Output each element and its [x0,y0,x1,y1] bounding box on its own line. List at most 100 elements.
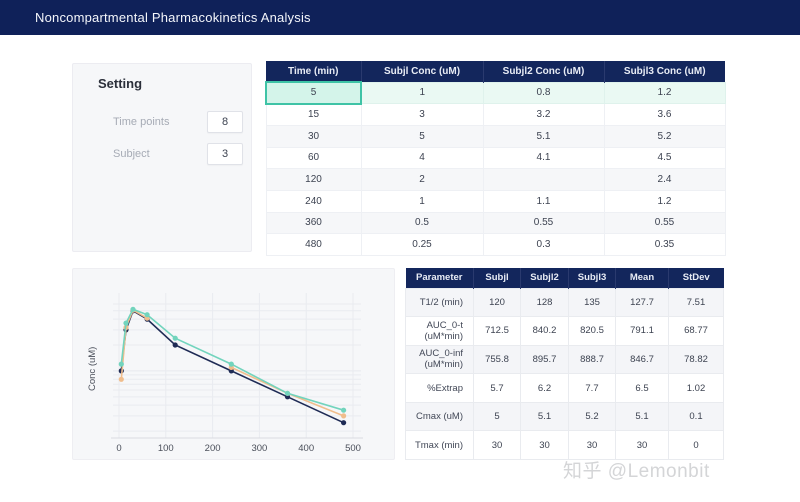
column-header: Subjl3 [568,268,616,288]
data-point [118,376,124,382]
table-cell[interactable]: 0.8 [482,81,605,105]
column-header: Time (min) [266,61,362,82]
column-header: Subjl3 Conc (uM) [604,61,725,82]
table-cell[interactable]: 1 [360,189,484,213]
x-tick-label: 100 [158,443,174,454]
watermark: 知乎 @Lemonbit [563,461,710,482]
param-label: AUC_0-inf (uM*min) [405,344,474,375]
table-cell[interactable]: 0.35 [603,233,726,256]
param-cell: 895.7 [520,344,569,375]
param-row: AUC_0-t (uM*min) 712.5 840.2 820.5 791.1 68.7… [405,316,724,346]
table-cell[interactable]: 0.25 [360,233,484,256]
column-header: Subjl Conc (uM) [361,61,484,82]
table-row: 240 1 1.1 1.2 [265,189,726,213]
table-row: 480 0.25 0.3 0.35 [265,233,726,256]
parameter-table: Parameter Subjl Subjl2 Subjl3 Mean StDev T1/2… [405,268,724,461]
concentration-table-head: Time (min) Subjl Conc (uM) Subjl2 Conc (uM… [266,61,725,82]
time-points-field: Time points [113,111,243,133]
x-tick-label: 0 [116,443,121,454]
concentration-table: Time (min) Subjl Conc (uM) Subjl2 Conc (uM… [265,61,726,256]
param-cell: 7.7 [568,373,616,403]
table-cell[interactable]: 0.55 [603,211,726,235]
table-cell[interactable]: 5 [360,124,484,148]
table-cell[interactable]: 60 [265,146,362,170]
subject-label: Subject [113,148,150,160]
table-cell[interactable]: 1.2 [603,189,726,213]
table-cell[interactable]: 3.2 [482,103,605,126]
data-point [172,342,178,348]
param-cell: 78.82 [668,344,724,375]
param-cell: 846.7 [615,344,669,375]
table-cell[interactable]: 1.2 [603,81,726,105]
data-point [228,361,234,367]
param-cell: 712.5 [473,316,521,346]
x-tick-label: 400 [298,443,314,454]
data-point [341,407,347,413]
data-point [284,390,291,396]
x-tick-label: 200 [205,443,221,454]
param-cell: 820.5 [568,316,616,346]
table-cell[interactable]: 5.1 [482,124,605,148]
param-cell: 6.2 [520,373,569,403]
subject-input[interactable] [207,143,243,165]
column-header: Parameter [405,268,474,288]
table-row: 360 0.5 0.55 0.55 [265,211,726,235]
data-point [130,306,136,312]
table-cell[interactable]: 360 [265,211,362,235]
table-row: 5 1 0.8 1.2 [265,81,726,105]
time-points-label: Time points [113,116,170,128]
parameter-table-head: Parameter Subjl Subjl2 Subjl3 Mean StDev [405,268,724,288]
param-cell: 5.1 [615,401,669,432]
param-row: Cmax (uM) 5 5.1 5.2 5.1 0.1 [405,401,724,432]
table-cell[interactable]: 2 [360,168,484,191]
table-cell[interactable]: 0.55 [482,211,605,235]
param-row: T1/2 (min) 120 128 135 127.7 7.51 [405,287,724,318]
chart-panel: 0 100 200 300 400 500 Conc (uM) [72,268,395,460]
column-header: Subjl2 Conc (uM) [483,61,605,82]
table-cell[interactable]: 5 [265,81,362,105]
param-cell: 5.7 [473,373,521,403]
data-point [144,312,150,318]
table-cell[interactable]: 3.6 [603,103,726,126]
param-cell: 6.5 [615,373,669,403]
param-cell: 5 [473,401,521,432]
table-cell[interactable]: 4 [360,146,484,170]
table-cell[interactable]: 480 [265,233,362,256]
param-cell: 135 [568,287,616,318]
table-cell[interactable]: 3 [360,103,484,126]
table-cell[interactable]: 2.4 [603,168,726,191]
table-cell[interactable]: 120 [265,168,362,191]
x-tick-label: 300 [251,443,267,454]
subject-field: Subject [113,143,243,165]
table-cell[interactable]: 5.2 [603,124,726,148]
y-axis-label: Conc (uM) [87,347,98,391]
param-cell: 30 [568,430,616,461]
table-cell[interactable]: 1.1 [482,189,605,213]
param-cell: 30 [615,430,669,461]
param-cell: 7.51 [668,287,724,318]
data-point [341,420,347,426]
param-label: %Extrap [405,373,474,403]
table-cell[interactable]: 0.3 [482,233,605,256]
param-cell: 120 [473,287,521,318]
param-label: T1/2 (min) [405,287,474,318]
series-line-Subjl3 [120,308,344,411]
param-cell: 791.1 [615,316,669,346]
column-header: StDev [668,268,724,288]
table-cell[interactable]: 15 [265,103,362,126]
table-cell[interactable]: 0.5 [360,211,484,235]
table-cell[interactable]: 1 [360,81,484,105]
table-cell[interactable]: 240 [265,189,362,213]
data-point [118,361,124,367]
settings-title: Setting [98,76,143,91]
table-cell[interactable] [482,168,605,191]
time-points-input[interactable] [207,111,243,133]
table-cell[interactable]: 4.1 [482,146,605,170]
concentration-table-body: 5 1 0.8 1.2 15 3 3.2 3.6 30 5 5.1 5.2 60 4 4.1 4.5 120 2 2… [265,81,726,256]
table-cell[interactable]: 4.5 [603,146,726,170]
x-tick-label: 500 [345,443,361,454]
param-cell: 127.7 [615,287,669,318]
param-cell: 5.2 [568,401,616,432]
app-header: Noncompartmental Pharmacokinetics Analys… [0,0,800,35]
table-cell[interactable]: 30 [265,124,362,148]
